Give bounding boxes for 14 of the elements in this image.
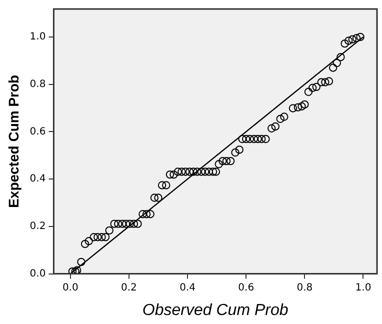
y-tick-label: 0.4 [30, 174, 46, 185]
x-tick-label: 0.0 [62, 282, 78, 294]
y-tick-label: 0.0 [30, 268, 46, 280]
x-tick-label: 0.8 [296, 282, 313, 294]
y-tick-label: 0.6 [30, 126, 46, 138]
x-axis-title: Observed Cum Prob [142, 302, 288, 319]
y-tick-label: 0.2 [30, 221, 46, 232]
y-tick-label: 1.0 [30, 32, 46, 43]
y-tick-label: 0.8 [30, 78, 46, 90]
x-tick-label: 0.6 [238, 282, 254, 294]
x-tick-label: 1.0 [355, 282, 372, 294]
x-tick-label: 0.2 [121, 282, 137, 294]
x-tick-label: 0.4 [180, 282, 196, 294]
y-axis-title: Expected Cum Prob [5, 74, 22, 208]
